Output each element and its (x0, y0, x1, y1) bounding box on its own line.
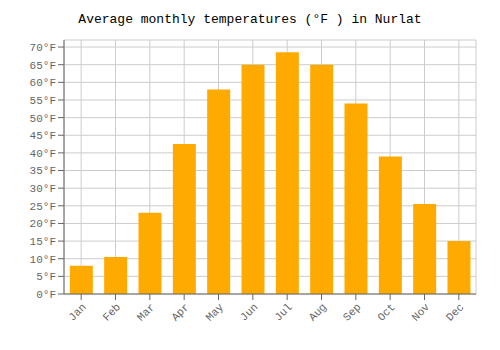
svg-text:Aug: Aug (307, 301, 329, 323)
svg-text:10°F: 10°F (30, 254, 56, 266)
svg-text:Apr: Apr (169, 301, 191, 323)
svg-text:Jun: Jun (238, 301, 260, 323)
svg-text:Nov: Nov (410, 301, 433, 324)
svg-text:60°F: 60°F (30, 77, 56, 89)
svg-text:15°F: 15°F (30, 236, 56, 248)
svg-text:Jul: Jul (272, 301, 294, 323)
html-text:Average monthly temperatures (: Average monthly temperatures (°F ) in Nu… (78, 12, 422, 27)
svg-text:35°F: 35°F (30, 165, 56, 177)
svg-text:5°F: 5°F (36, 271, 56, 283)
svg-text:Jan: Jan (66, 301, 88, 323)
svg-text:50°F: 50°F (30, 113, 56, 125)
svg-text:Sep: Sep (341, 301, 363, 323)
svg-text:Dec: Dec (444, 301, 466, 323)
svg-text:Feb: Feb (101, 301, 123, 323)
svg-text:0°F: 0°F (36, 289, 56, 301)
svg-text:40°F: 40°F (30, 148, 56, 160)
svg-text:May: May (204, 301, 227, 324)
svg-text:Oct: Oct (375, 301, 397, 323)
svg-text:25°F: 25°F (30, 201, 56, 213)
svg-text:65°F: 65°F (30, 60, 56, 72)
svg-text:45°F: 45°F (30, 130, 56, 142)
svg-text:55°F: 55°F (30, 95, 56, 107)
svg-text:70°F: 70°F (30, 42, 56, 54)
svg-text:Mar: Mar (135, 301, 157, 323)
svg-text:20°F: 20°F (30, 218, 56, 230)
svg-text:30°F: 30°F (30, 183, 56, 195)
